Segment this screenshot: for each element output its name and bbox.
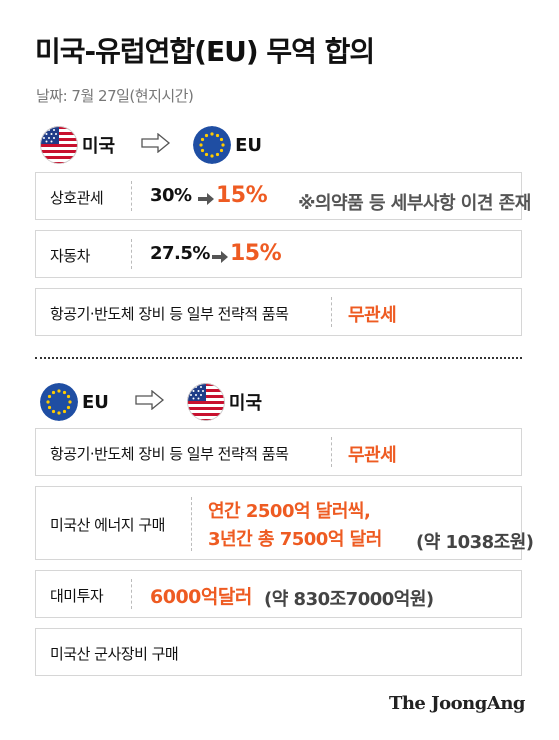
row-before-value: 27.5% (150, 243, 210, 264)
row-divider (131, 181, 132, 211)
section-divider (35, 357, 522, 359)
arrow-right-icon (141, 132, 171, 157)
flow-us-to-eu: 미국 EU (40, 125, 266, 165)
row-before-value: 30% (150, 185, 192, 206)
row-reciprocal-tariff: 상호관세 30% 15% ※의약품 등 세부사항 이견 존재 (35, 172, 531, 220)
eu-flag-icon (40, 383, 78, 421)
row-energy-purchase: 미국산 에너지 구매 연간 2500억 달러씩, 3년간 총 7500억 달러 … (35, 486, 534, 560)
row-value: 무관세 (348, 445, 397, 466)
row-strategic-items-2: 항공기·반도체 장비 등 일부 전략적 품목 무관세 (35, 428, 522, 476)
date-label: 날짜: 7월 27일(현지시간) (36, 87, 194, 105)
arrow-right-icon (135, 389, 165, 414)
row-label: 상호관세 (50, 189, 104, 207)
row-label: 미국산 에너지 구매 (50, 516, 165, 534)
right-arrow-icon (198, 190, 214, 209)
row-label: 항공기·반도체 장비 등 일부 전략적 품목 (50, 305, 289, 323)
flow2-to-label: 미국 (228, 393, 263, 414)
row-value: 무관세 (348, 305, 397, 326)
us-flag-icon (40, 126, 78, 164)
flow2-from-label: EU (82, 391, 109, 413)
eu-flag-icon (193, 126, 232, 164)
row-divider (331, 437, 332, 467)
row-value-line1: 연간 2500억 달러씩, (208, 501, 371, 522)
row-note: ※의약품 등 세부사항 이견 존재 (298, 193, 531, 214)
row-strategic-items-1: 항공기·반도체 장비 등 일부 전략적 품목 무관세 (35, 288, 522, 336)
us-flag-icon (186, 383, 225, 421)
row-divider (191, 497, 192, 551)
row-label: 자동차 (50, 247, 90, 265)
row-label: 항공기·반도체 장비 등 일부 전략적 품목 (50, 445, 289, 463)
row-value-line2: 3년간 총 7500억 달러 (208, 529, 382, 550)
row-label: 미국산 군사장비 구매 (50, 645, 179, 663)
row-divider (131, 239, 132, 269)
row-after-value: 15% (216, 183, 268, 208)
flow1-from-label: 미국 (82, 136, 116, 157)
row-military-purchase: 미국산 군사장비 구매 (35, 628, 522, 676)
brand-logo: The JoongAng (388, 693, 526, 714)
row-value: 6000억달러 (150, 586, 252, 608)
row-value-note: (약 1038조원) (416, 532, 534, 553)
row-divider (131, 579, 132, 609)
flow-eu-to-us: EU 미국 (40, 382, 266, 422)
row-after-value: 15% (230, 241, 282, 266)
row-automobile: 자동차 27.5% 15% (35, 230, 522, 278)
row-label: 대미투자 (50, 587, 104, 605)
row-investment: 대미투자 6000억달러 (약 830조7000억원) (35, 570, 522, 618)
row-divider (331, 297, 332, 327)
flow1-to-label: EU (235, 134, 263, 156)
page-title: 미국-유럽연합(EU) 무역 합의 (35, 35, 375, 68)
row-value-note: (약 830조7000억원) (264, 589, 434, 610)
right-arrow-icon (212, 248, 228, 267)
